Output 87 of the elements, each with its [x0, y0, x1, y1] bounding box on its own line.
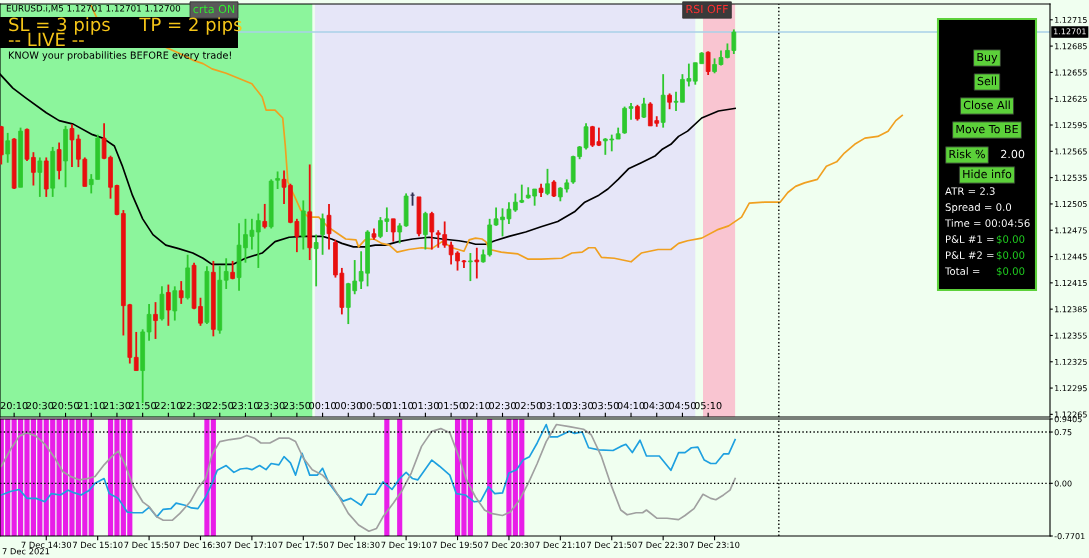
x-tick-label: 21:50 — [129, 401, 157, 410]
y-tick-label: 1.12295 — [1055, 385, 1087, 392]
x-tick-label: 7 Dec 23:10 — [689, 541, 740, 549]
y-tick-label: 1.12475 — [1055, 227, 1087, 234]
annotation: Move To BE — [956, 124, 1018, 134]
annotation: ATR = 2.3 — [945, 187, 995, 195]
y-tick-label: 1.12505 — [1055, 201, 1087, 208]
annotation: $0.00 — [996, 267, 1025, 277]
y-tick-label: 1.12325 — [1055, 358, 1087, 365]
x-tick-label: 7 Dec 14:30 — [21, 541, 72, 549]
x-tick-label: 7 Dec 17:50 — [278, 541, 329, 549]
y-tick-label: 0.75 — [1054, 429, 1072, 436]
x-tick-label: 7 Dec 19:50 — [432, 541, 483, 549]
x-tick-label: 04:10 — [617, 401, 645, 410]
x-tick-label: 7 Dec 16:30 — [175, 541, 226, 549]
x-tick-label: 01:10 — [386, 401, 414, 410]
x-tick-label: 7 Dec 18:30 — [330, 541, 380, 549]
x-tick-label: 00:10 — [309, 401, 336, 410]
y-tick-label: 1.12715 — [1055, 16, 1087, 23]
y-tick-label: 0.00 — [1054, 480, 1072, 487]
x-tick-label: 22:30 — [180, 401, 208, 410]
x-tick-label: 7 Dec 21:50 — [587, 541, 637, 549]
x-tick-label: 23:50 — [283, 401, 311, 410]
y-tick-label: 1.12565 — [1055, 148, 1087, 155]
annotation: KNOW your probabilities BEFORE every trade! — [8, 51, 231, 61]
x-tick-label: 20:50 — [52, 401, 79, 410]
x-tick-label: 7 Dec 15:10 — [72, 541, 123, 549]
x-tick-label: 7 Dec 20:30 — [484, 541, 534, 549]
annotation: crta ON — [193, 4, 235, 14]
x-tick-label: 22:10 — [155, 401, 182, 410]
x-tick-label: 02:30 — [489, 401, 516, 410]
annotation: P&L #2 = — [945, 251, 994, 259]
x-tick-label: 03:50 — [591, 401, 619, 410]
x-tick-label: 01:30 — [412, 401, 439, 410]
ref-line-label: 1.12701 — [1054, 28, 1086, 35]
annotation: Close All — [963, 100, 1010, 110]
annotation: Time = 00:04:56 — [944, 219, 1030, 227]
x-tick-label: 01:50 — [437, 401, 465, 410]
x-tick-label: 03:30 — [566, 401, 593, 410]
x-tick-label: 23:10 — [232, 401, 259, 410]
y-tick-label: 1.12685 — [1055, 43, 1087, 50]
y-tick-label: 1.12385 — [1055, 306, 1087, 313]
x-tick-label: 02:10 — [463, 401, 491, 410]
y-tick-label: 1.12625 — [1055, 95, 1087, 102]
annotation: Buy — [977, 52, 998, 64]
x-tick-label: 7 Dec 21:10 — [535, 541, 586, 549]
annotation: RSI OFF — [686, 4, 728, 14]
x-tick-label: 04:50 — [669, 401, 696, 410]
y-tick-label: 1.12415 — [1055, 279, 1087, 287]
x-tick-label: 23:30 — [257, 401, 285, 410]
x-tick-label: 21:10 — [77, 401, 105, 410]
annotation: $0.00 — [996, 251, 1025, 261]
y-tick-label: 1.12535 — [1055, 174, 1087, 181]
x-tick-label: 00:30 — [334, 401, 362, 410]
y-tick-label: 1.12595 — [1055, 122, 1087, 129]
annotation: Total = — [944, 267, 980, 275]
annotation: $0.00 — [996, 235, 1025, 245]
x-tick-label: 04:30 — [643, 401, 671, 410]
y-tick-label: 1.12265 — [1055, 411, 1087, 418]
y-tick-label: 1.12655 — [1055, 69, 1087, 76]
x-tick-label: 05:10 — [694, 401, 722, 410]
annotation: Spread = 0.0 — [945, 203, 1012, 213]
x-tick-label: 20:30 — [26, 401, 54, 410]
candlestick — [371, 227, 377, 241]
x-tick-label: 20:10 — [0, 401, 28, 410]
candlestick — [545, 167, 550, 197]
text: 7 Dec 2021 — [2, 548, 50, 555]
candlestick — [538, 182, 544, 198]
x-tick-label: 21:30 — [103, 401, 131, 410]
annotation: EURUSD.i,M5 1.12701 1.12701 1.12700 — [6, 4, 181, 13]
annotation: P&L #1 = — [945, 235, 994, 243]
x-tick-label: 7 Dec 17:10 — [227, 541, 277, 549]
y-tick-label: 1.12355 — [1055, 332, 1087, 339]
y-tick-label: -0.7701 — [1054, 533, 1085, 540]
x-tick-label: 7 Dec 19:10 — [381, 541, 431, 549]
annotation: Hide info — [963, 169, 1012, 179]
x-tick-label: 03:10 — [540, 401, 568, 410]
annotation: 2.00 — [1001, 149, 1025, 159]
x-tick-label: 7 Dec 15:50 — [124, 541, 174, 549]
y-tick-label: 1.12445 — [1055, 253, 1087, 260]
x-tick-label: 22:50 — [206, 401, 234, 410]
x-tick-label: 7 Dec 22:30 — [638, 541, 688, 549]
x-tick-label: 02:50 — [514, 401, 542, 410]
x-tick-label: 00:50 — [360, 401, 388, 410]
annotation: Sell — [977, 76, 996, 86]
y-tick-label: 0.9405 — [1054, 416, 1082, 423]
annotation: Risk % — [949, 149, 985, 159]
